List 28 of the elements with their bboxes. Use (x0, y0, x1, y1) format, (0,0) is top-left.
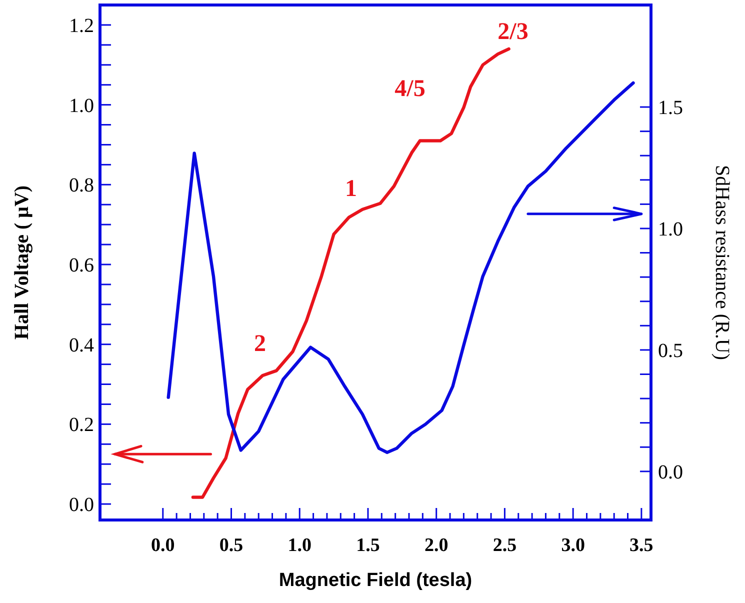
x-tick-label: 1.5 (356, 535, 380, 556)
annotation: 1 (345, 176, 357, 202)
x-tick-label: 3.0 (561, 535, 585, 556)
x-tick-label: 0.0 (151, 535, 175, 556)
annotation: 2/3 (498, 19, 528, 45)
y-tick-label: 0.0 (69, 494, 94, 516)
annotation: 4/5 (394, 76, 426, 102)
line-series (191, 47, 510, 499)
y-tick-label: 1.0 (69, 94, 94, 117)
y2-tick-label: 1.0 (658, 218, 683, 240)
x-tick-label: 2.0 (424, 535, 448, 556)
y-tick-label: 0.6 (69, 254, 94, 276)
y-tick-label: 0.4 (69, 334, 94, 356)
y2-tick-label: 1.5 (658, 97, 683, 120)
line-series (166, 81, 635, 454)
x-tick-label: 3.5 (630, 535, 654, 556)
y-tick-label: 0.8 (69, 174, 94, 197)
annotation: 2 (254, 331, 266, 357)
x-tick-label: 1.0 (288, 535, 312, 556)
y2-axis-title: SdHass resistance (R.U) (711, 165, 733, 360)
y-tick-label: 0.2 (69, 414, 94, 436)
x-tick-label: 0.5 (219, 535, 244, 556)
y2-tick-label: 0.5 (658, 340, 683, 362)
y-axis-title: Hall Voltage ( μV) (11, 185, 33, 340)
x-axis-title: Magnetic Field (tesla) (278, 570, 472, 591)
y-tick-label: 1.2 (69, 14, 94, 37)
y2-tick-label: 0.0 (658, 461, 683, 484)
x-tick-label: 2.5 (492, 535, 517, 556)
